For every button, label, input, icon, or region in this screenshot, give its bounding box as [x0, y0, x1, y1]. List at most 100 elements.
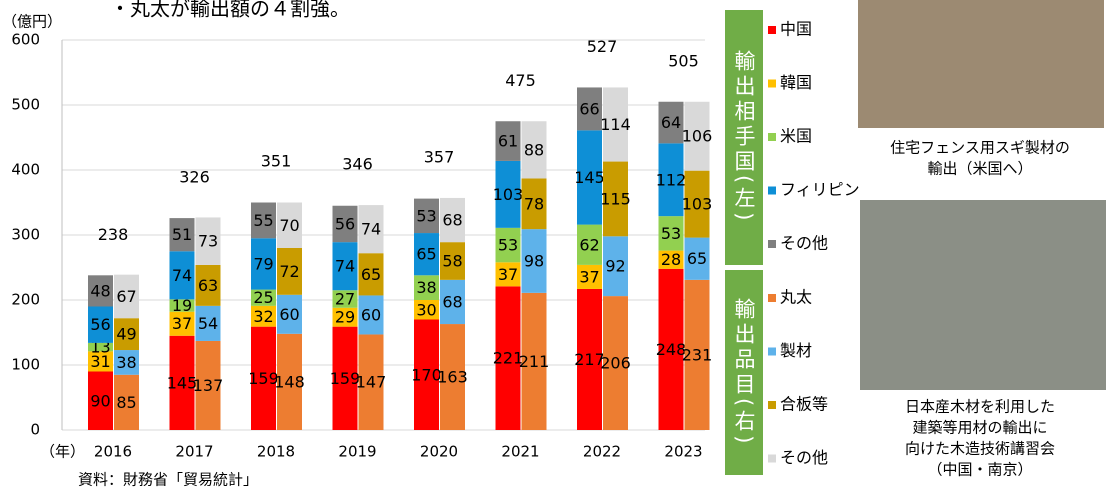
legend-label: フィリピン	[780, 180, 860, 199]
value-label: 37	[498, 265, 518, 284]
y-tick-label: 600	[11, 31, 40, 49]
x-tick-label: 2023	[664, 443, 702, 461]
y-axis-label: （億円）	[2, 13, 62, 31]
value-label: 65	[416, 245, 436, 264]
value-label: 54	[198, 314, 218, 333]
value-label: 72	[279, 262, 299, 281]
legend-label: 製材	[780, 341, 812, 360]
value-label: 60	[361, 305, 381, 324]
value-label: 51	[172, 225, 192, 244]
y-tick-label: 200	[11, 291, 40, 309]
value-label: 49	[116, 325, 136, 344]
value-label: 112	[656, 170, 687, 189]
annotation: ・丸太が輸出額の４割強。	[110, 0, 350, 21]
value-label: 30	[416, 300, 436, 319]
x-tick-label: 2021	[501, 443, 539, 461]
legend-swatch	[768, 240, 776, 248]
value-label: 163	[437, 368, 468, 387]
value-label: 67	[116, 287, 136, 306]
photo-caption: （中国・南京）	[927, 461, 1032, 479]
x-tick-label: 2022	[583, 443, 621, 461]
legend-label: 韓国	[780, 73, 812, 92]
total-label: 351	[261, 151, 292, 170]
value-label: 90	[90, 391, 110, 410]
value-label: 231	[682, 345, 713, 364]
x-tick-label: 2020	[420, 443, 458, 461]
value-label: 29	[335, 308, 355, 327]
value-label: 53	[416, 206, 436, 225]
value-label: 38	[116, 353, 136, 372]
legend-swatch	[768, 133, 776, 141]
photo-caption: 住宅フェンス用スギ製材の	[890, 139, 1070, 157]
legend-swatch	[768, 348, 776, 356]
value-label: 28	[661, 250, 681, 269]
value-label: 48	[90, 281, 110, 300]
legend-group-label: 輸出品目(右)	[725, 270, 763, 475]
value-label: 25	[253, 288, 273, 307]
value-label: 38	[416, 278, 436, 297]
legend-swatch	[768, 187, 776, 195]
value-label: 137	[193, 376, 224, 395]
legend-swatch	[768, 455, 776, 463]
legend-label: その他	[780, 448, 828, 467]
legend-label: 丸太	[780, 288, 812, 307]
value-label: 145	[574, 168, 605, 187]
value-label: 68	[442, 292, 462, 311]
value-label: 53	[498, 236, 518, 255]
value-label: 27	[335, 290, 355, 309]
value-label: 32	[253, 307, 273, 326]
y-tick-label: 300	[11, 226, 40, 244]
photo-caption: 日本産木材を利用した	[905, 398, 1055, 416]
photo-caption: 向けた木造技術講習会	[905, 440, 1055, 458]
photo-caption: 輸出（米国へ）	[927, 160, 1032, 178]
legend-label: 米国	[780, 127, 812, 146]
value-label: 53	[661, 224, 681, 243]
total-label: 357	[424, 147, 455, 166]
value-label: 98	[524, 252, 544, 271]
y-tick-label: 500	[11, 96, 40, 114]
value-label: 37	[172, 314, 192, 333]
value-label: 78	[524, 194, 544, 213]
y-tick-label: 0	[30, 421, 40, 439]
value-label: 65	[361, 265, 381, 284]
legend-label: 合板等	[780, 395, 828, 414]
value-label: 56	[335, 214, 355, 233]
y-tick-label: 400	[11, 161, 40, 179]
x-tick-label: 2016	[94, 443, 132, 461]
value-label: 88	[524, 140, 544, 159]
value-label: 148	[274, 372, 305, 391]
total-label: 326	[179, 168, 210, 187]
legend-swatch	[768, 294, 776, 302]
x-tick-label: 2017	[175, 443, 213, 461]
value-label: 103	[493, 185, 524, 204]
total-label: 238	[98, 225, 129, 244]
value-label: 74	[335, 257, 355, 276]
value-label: 65	[687, 249, 707, 268]
photo	[860, 200, 1106, 390]
value-label: 58	[442, 252, 462, 271]
value-label: 64	[661, 113, 681, 132]
total-label: 475	[505, 71, 536, 90]
value-label: 74	[361, 220, 381, 239]
value-label: 63	[198, 276, 218, 295]
value-label: 37	[579, 267, 599, 286]
value-label: 74	[172, 266, 192, 285]
total-label: 527	[587, 37, 618, 56]
value-label: 66	[579, 99, 599, 118]
x-axis-label: （年）	[40, 443, 85, 461]
value-label: 115	[600, 189, 631, 208]
legend-swatch	[768, 26, 776, 34]
legend-label: 中国	[780, 20, 812, 39]
value-label: 70	[279, 216, 299, 235]
value-label: 68	[442, 211, 462, 230]
value-label: 206	[600, 354, 631, 373]
value-label: 85	[116, 393, 136, 412]
page: ・丸太が輸出額の４割強。 （億円） （年） 資料：財務省「貿易統計」 0 100 2…	[0, 0, 1106, 489]
value-label: 56	[90, 315, 110, 334]
legend-group-label: 輸出相手国(左)	[725, 10, 763, 265]
value-label: 114	[600, 115, 631, 134]
value-label: 61	[498, 132, 518, 151]
value-label: 211	[519, 352, 550, 371]
source: 資料：財務省「貿易統計」	[78, 471, 258, 489]
y-tick-label: 100	[11, 356, 40, 374]
